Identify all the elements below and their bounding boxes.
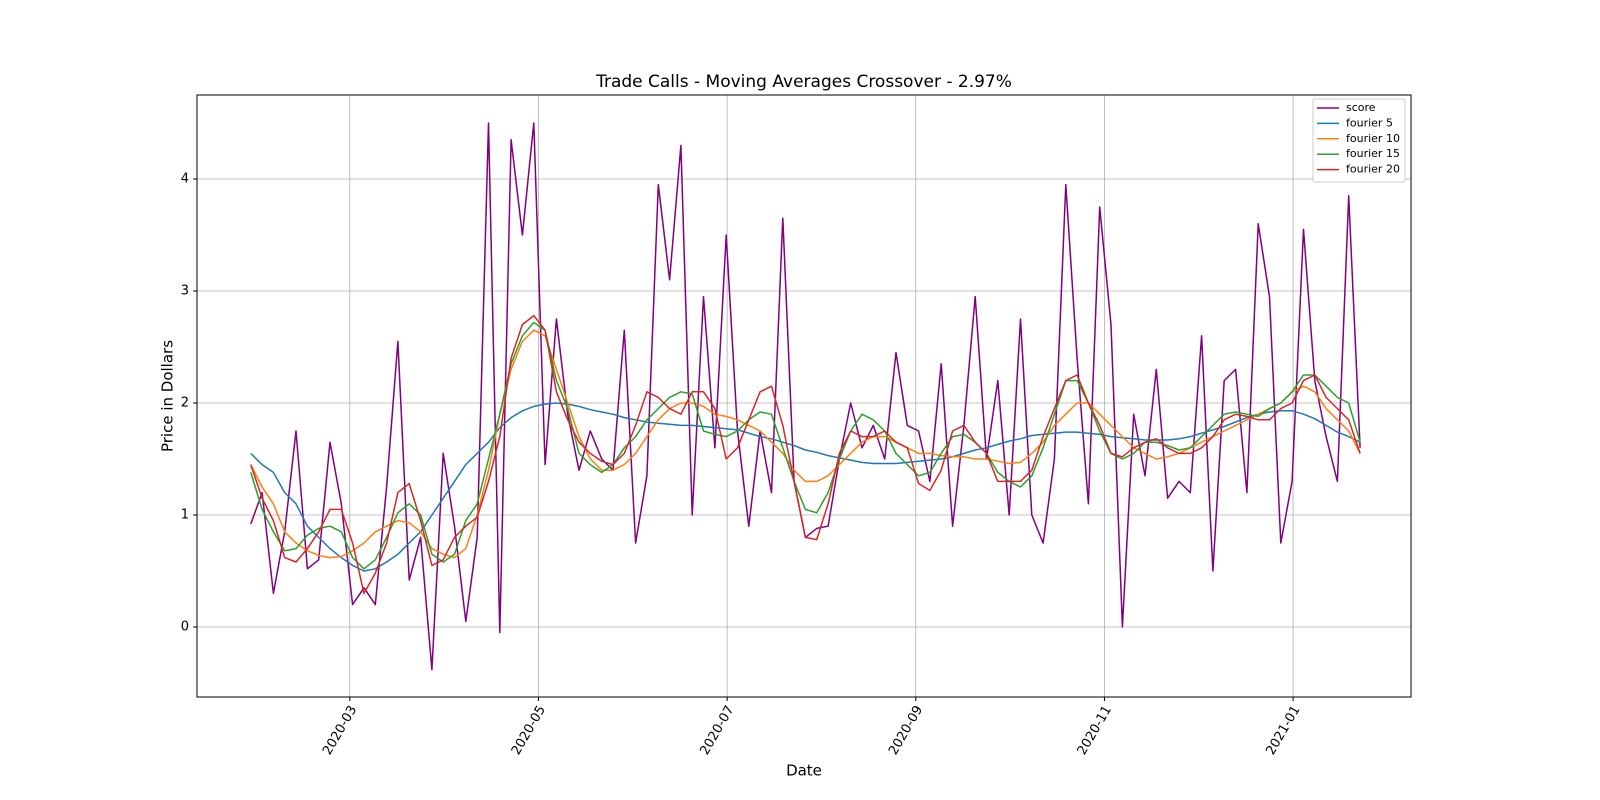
legend-label: fourier 5 (1346, 116, 1393, 129)
legend-label: score (1346, 101, 1376, 114)
y-tick-label: 1 (181, 508, 189, 523)
x-axis-label: Date (786, 762, 822, 780)
y-tick-label: 2 (181, 396, 189, 411)
series-line (250, 329, 1361, 559)
series-line (250, 314, 1361, 595)
series-line (250, 402, 1361, 572)
plot-frame (196, 94, 1412, 698)
legend-label: fourier 20 (1346, 163, 1400, 176)
y-tick-label: 4 (181, 172, 189, 187)
legend-label: fourier 10 (1346, 132, 1400, 145)
y-tick-label: 3 (181, 284, 189, 299)
chart-title: Trade Calls - Moving Averages Crossover … (595, 72, 1012, 92)
legend-label: fourier 15 (1346, 147, 1400, 160)
legend-box (1312, 98, 1406, 183)
series-line (250, 321, 1361, 570)
y-axis-label: Price in Dollars (159, 340, 177, 452)
y-tick-label: 0 (181, 620, 189, 635)
